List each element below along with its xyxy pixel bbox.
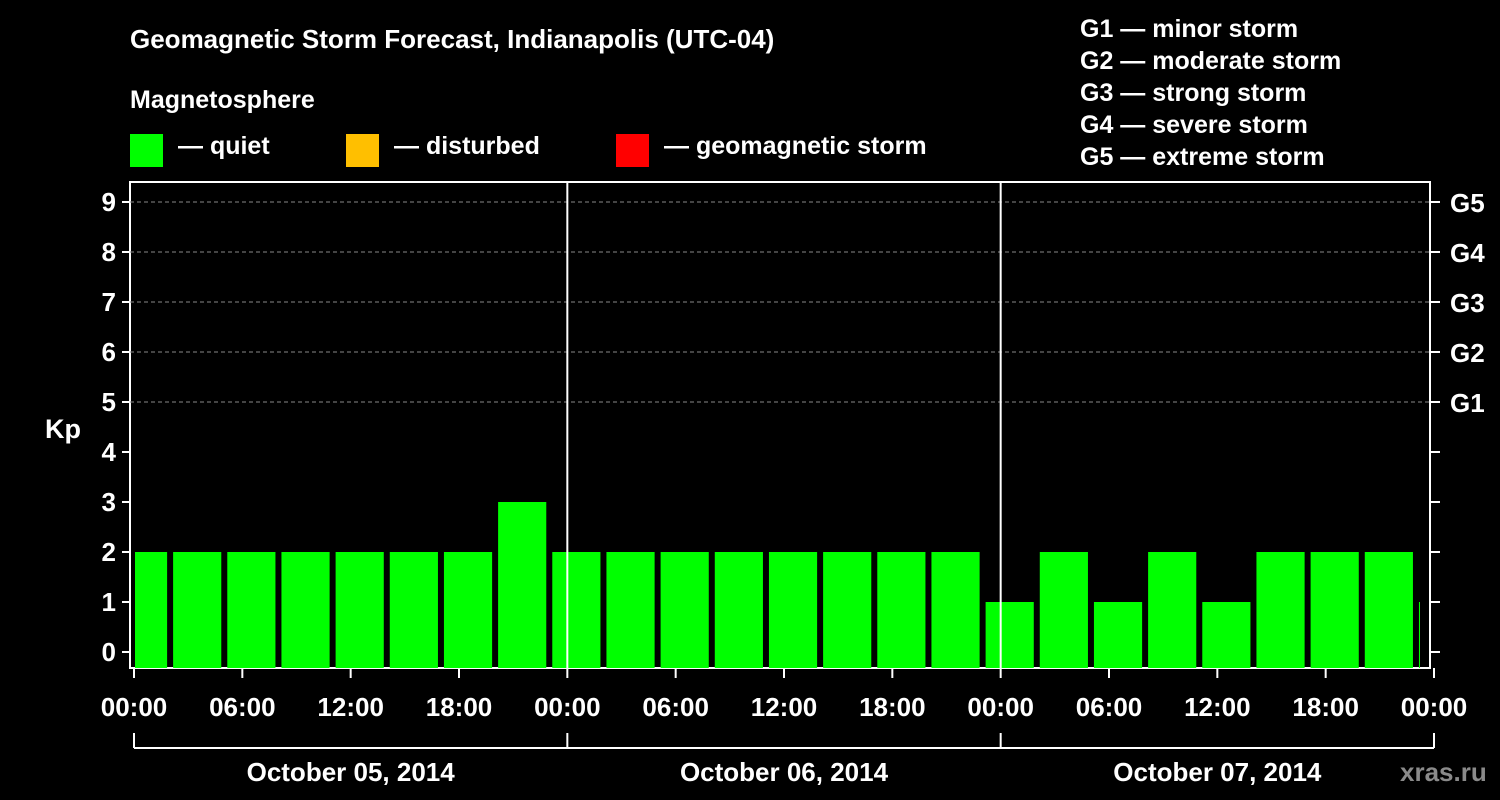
kp-bar — [498, 502, 547, 668]
x-tick-label: 00:00 — [101, 692, 168, 722]
y-tick-label: 9 — [102, 187, 116, 217]
y-tick-label: 5 — [102, 387, 116, 417]
kp-bar — [1202, 602, 1251, 668]
kp-bar — [389, 552, 438, 668]
legend-label-quiet: — quiet — [178, 132, 270, 160]
legend-swatch-disturbed — [346, 134, 379, 167]
x-tick-label: 06:00 — [642, 692, 709, 722]
x-tick-label: 12:00 — [1184, 692, 1251, 722]
y-axis-label: Kp — [45, 414, 81, 444]
g-scale-g3: G3 — strong storm — [1080, 79, 1307, 107]
g-axis-label: G2 — [1450, 338, 1485, 368]
kp-bar — [1148, 552, 1197, 668]
kp-bar — [768, 552, 818, 668]
g-scale-g4: G4 — severe storm — [1080, 111, 1308, 139]
x-tick-label: 00:00 — [967, 692, 1034, 722]
kp-bar — [823, 552, 872, 668]
kp-bar — [1256, 552, 1305, 668]
y-tick-label: 6 — [102, 337, 116, 367]
x-tick-label: 00:00 — [534, 692, 601, 722]
legend-label-storm: — geomagnetic storm — [664, 132, 927, 160]
kp-bar — [335, 552, 384, 668]
kp-bar — [1093, 602, 1143, 668]
legend-label-disturbed: — disturbed — [394, 132, 540, 160]
chart-title: Geomagnetic Storm Forecast, Indianapolis… — [130, 24, 775, 54]
g-scale-g5: G5 — extreme storm — [1080, 143, 1325, 171]
kp-bar — [606, 552, 655, 668]
y-tick-label: 4 — [102, 437, 117, 467]
kp-bar — [931, 552, 980, 668]
day-label: October 05, 2014 — [247, 757, 456, 787]
kp-bar — [714, 552, 763, 668]
g-axis-label: G5 — [1450, 188, 1485, 218]
x-tick-label: 06:00 — [1076, 692, 1143, 722]
kp-bar — [985, 602, 1034, 668]
kp-bar — [227, 552, 276, 668]
y-tick-label: 2 — [102, 537, 116, 567]
x-tick-label: 00:00 — [1401, 692, 1468, 722]
magnetosphere-label: Magnetosphere — [130, 86, 315, 114]
g-axis-label: G4 — [1450, 238, 1485, 268]
x-tick-label: 18:00 — [859, 692, 926, 722]
day-label: October 07, 2014 — [1113, 757, 1322, 787]
y-tick-label: 8 — [102, 237, 116, 267]
y-tick-label: 0 — [102, 637, 116, 667]
kp-bar — [443, 552, 493, 668]
kp-bar — [1039, 552, 1088, 668]
kp-bar — [660, 552, 709, 668]
x-tick-label: 12:00 — [751, 692, 818, 722]
legend-swatch-quiet — [130, 134, 163, 167]
kp-bar — [135, 552, 168, 668]
kp-bar — [173, 552, 222, 668]
kp-bar — [552, 552, 601, 668]
x-tick-label: 18:00 — [426, 692, 493, 722]
kp-bar — [281, 552, 330, 668]
legend-swatch-storm — [616, 134, 649, 167]
x-tick-label: 18:00 — [1292, 692, 1359, 722]
watermark: xras.ru — [1400, 757, 1487, 787]
kp-bar — [1418, 602, 1420, 668]
y-tick-label: 3 — [102, 487, 116, 517]
kp-bar — [1310, 552, 1359, 668]
g-axis-label: G1 — [1450, 388, 1485, 418]
g-axis-label: G3 — [1450, 288, 1485, 318]
day-label: October 06, 2014 — [680, 757, 889, 787]
y-tick-label: 1 — [102, 587, 116, 617]
x-tick-label: 12:00 — [317, 692, 384, 722]
g-scale-g1: G1 — minor storm — [1080, 15, 1299, 43]
g-scale-g2: G2 — moderate storm — [1080, 47, 1342, 75]
x-tick-label: 06:00 — [209, 692, 276, 722]
y-tick-label: 7 — [102, 287, 116, 317]
kp-bar — [877, 552, 926, 668]
kp-bar — [1364, 552, 1413, 668]
